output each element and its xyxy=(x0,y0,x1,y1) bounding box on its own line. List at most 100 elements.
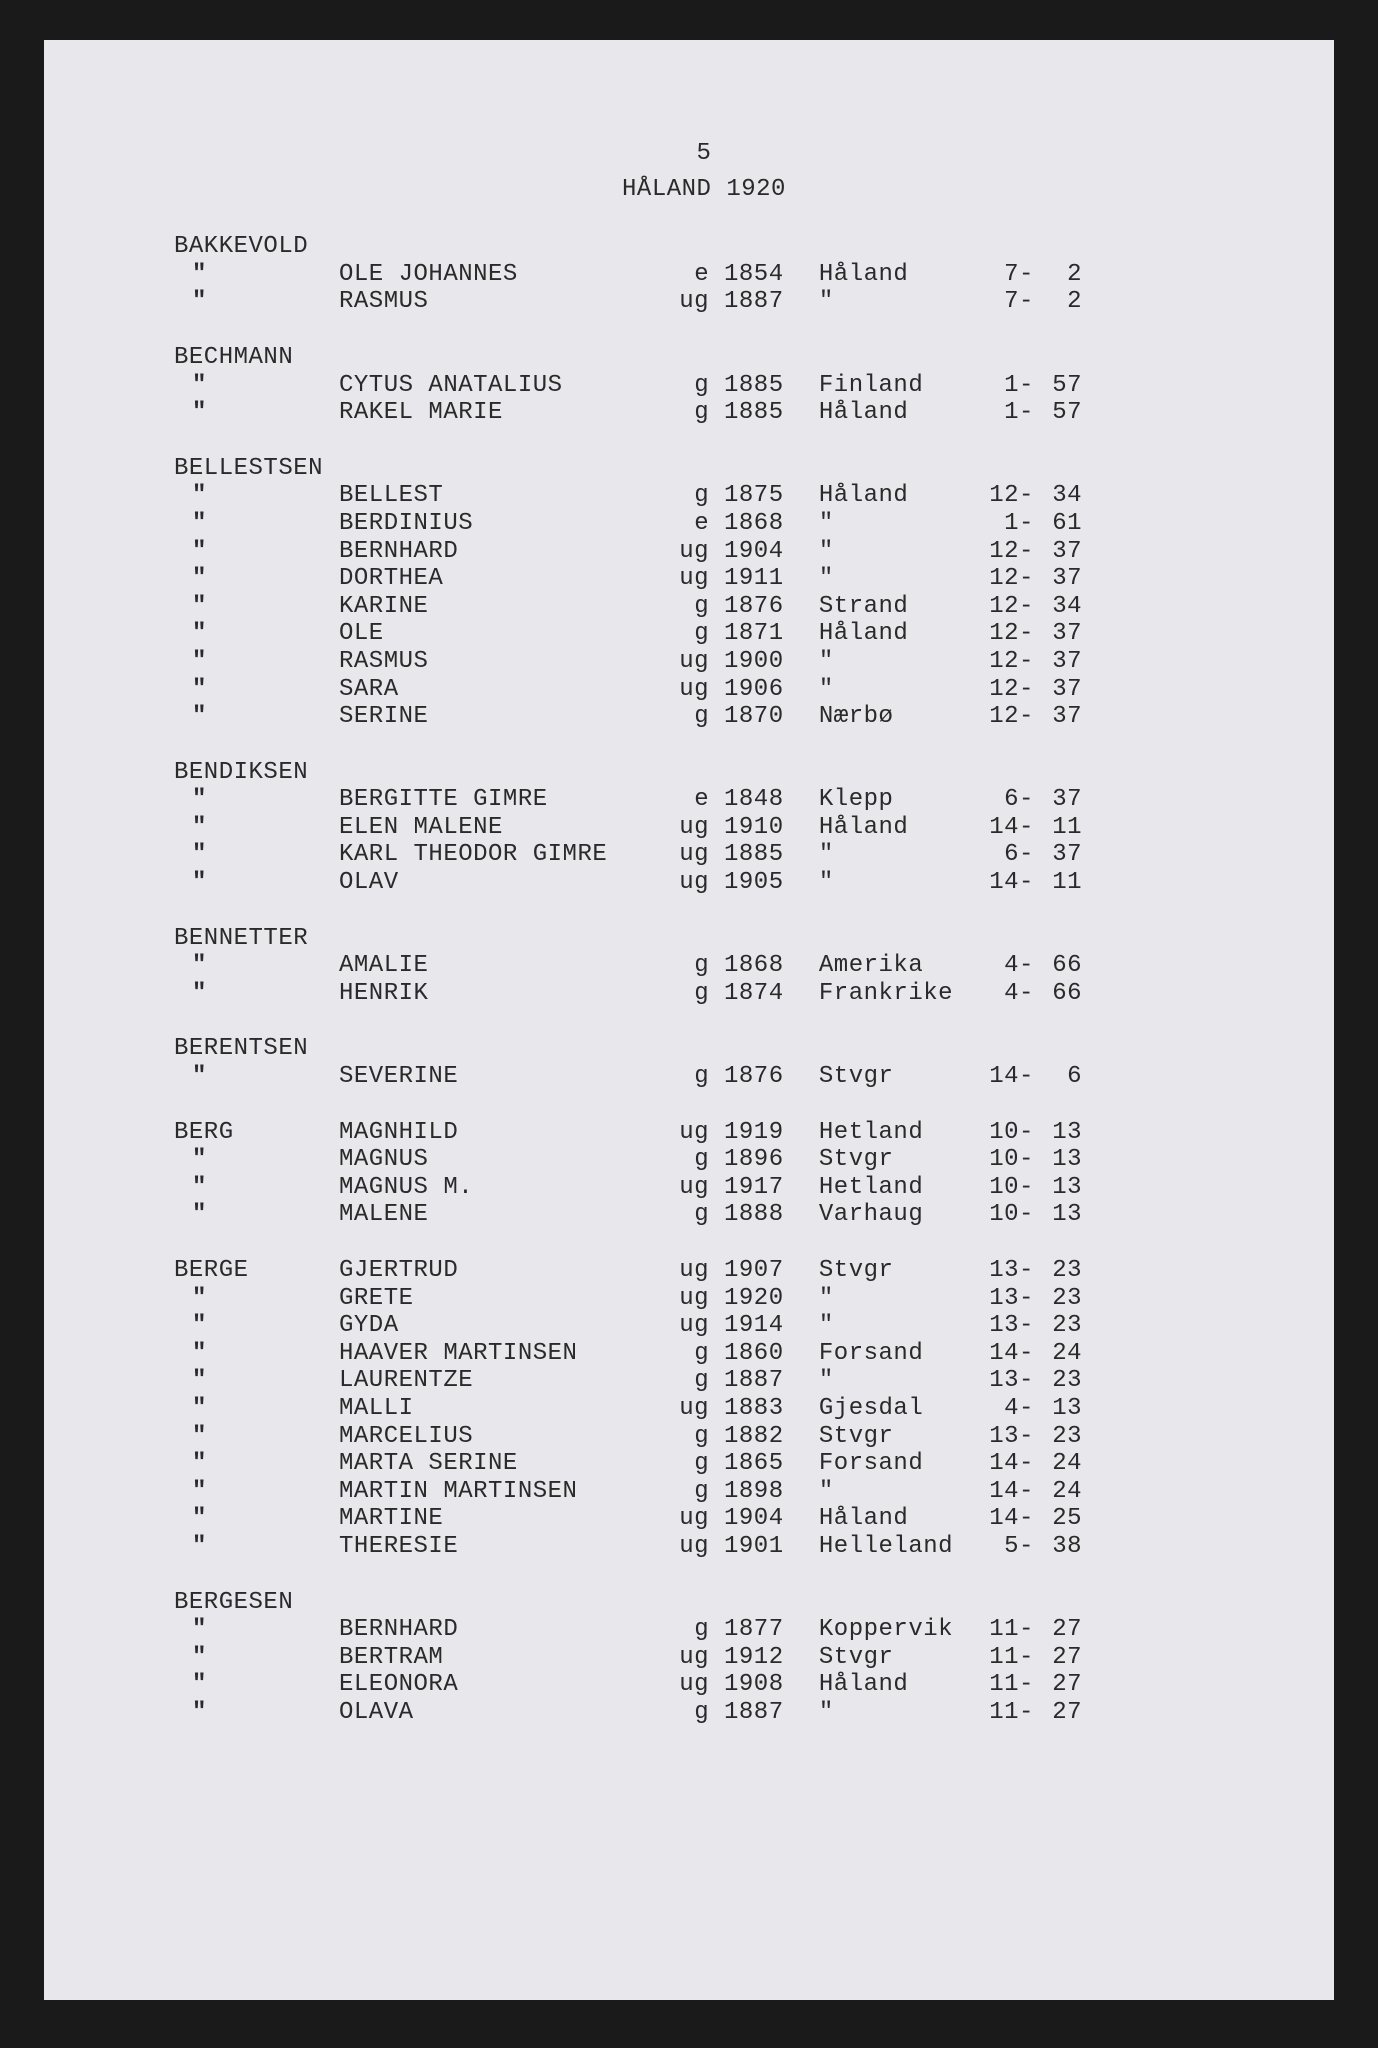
ref-col-2: 37 xyxy=(1037,676,1082,704)
ref-dash: - xyxy=(1019,1201,1037,1229)
birth-year: 1896 xyxy=(724,1146,804,1174)
entry-row: "OLEg 1871 Håland12-37 xyxy=(174,620,1234,648)
ref-dash: - xyxy=(1019,703,1037,731)
birth-year: 1868 xyxy=(724,510,804,538)
marital-status: ug xyxy=(674,1257,724,1285)
birthplace: " xyxy=(804,1312,964,1340)
surname: BENNETTER xyxy=(174,925,339,953)
ref-col-2: 2 xyxy=(1037,261,1082,289)
ditto-mark: " xyxy=(174,1699,339,1727)
ditto-mark: " xyxy=(174,648,339,676)
entry-row: "MAGNUSg 1896 Stvgr10-13 xyxy=(174,1146,1234,1174)
birthplace: Håland xyxy=(804,399,964,427)
given-name: KARL THEODOR GIMRE xyxy=(339,841,674,869)
entry-row: BERGESEN xyxy=(174,1589,1234,1617)
ref-dash: - xyxy=(1019,482,1037,510)
ditto-mark: " xyxy=(174,1285,339,1313)
birthplace: Klepp xyxy=(804,786,964,814)
ref-dash: - xyxy=(1019,593,1037,621)
marital-status: e xyxy=(674,510,724,538)
ref-dash: - xyxy=(1019,786,1037,814)
birth-year: 1885 xyxy=(724,399,804,427)
entry-row: "AMALIEg 1868 Amerika4-66 xyxy=(174,952,1234,980)
given-name: KARINE xyxy=(339,593,674,621)
ditto-mark: " xyxy=(174,288,339,316)
ref-col-1: 6 xyxy=(964,786,1019,814)
entry-row: "HENRIKg 1874 Frankrike4-66 xyxy=(174,980,1234,1008)
birth-year: 1911 xyxy=(724,565,804,593)
ref-col-2: 2 xyxy=(1037,288,1082,316)
given-name: MARTA SERINE xyxy=(339,1450,674,1478)
marital-status: g xyxy=(674,1616,724,1644)
birth-year: 1907 xyxy=(724,1257,804,1285)
ref-col-1: 12 xyxy=(964,648,1019,676)
given-name: OLE JOHANNES xyxy=(339,261,674,289)
birth-year: 1877 xyxy=(724,1616,804,1644)
ref-dash: - xyxy=(1019,1063,1037,1091)
entry-row: "SARAug 1906 "12-37 xyxy=(174,676,1234,704)
birth-year: 1906 xyxy=(724,676,804,704)
marital-status: ug xyxy=(674,1505,724,1533)
entry-row: "LAURENTZEg 1887 "13-23 xyxy=(174,1367,1234,1395)
given-name xyxy=(339,1589,674,1617)
given-name: BERDINIUS xyxy=(339,510,674,538)
birthplace: " xyxy=(804,841,964,869)
birthplace: " xyxy=(804,1478,964,1506)
given-name: MAGNHILD xyxy=(339,1119,674,1147)
ref-col-1: 12 xyxy=(964,676,1019,704)
ref-dash: - xyxy=(1019,1285,1037,1313)
ditto-mark: " xyxy=(174,261,339,289)
ref-dash: - xyxy=(1019,1119,1037,1147)
marital-status: g xyxy=(674,703,724,731)
marital-status: g xyxy=(674,1478,724,1506)
ref-col-2: 66 xyxy=(1037,952,1082,980)
ref-dash: - xyxy=(1019,1616,1037,1644)
entry-row: "SEVERINEg 1876 Stvgr14-6 xyxy=(174,1063,1234,1091)
entry-row: BENDIKSEN xyxy=(174,759,1234,787)
ref-dash: - xyxy=(1019,1174,1037,1202)
ref-dash: - xyxy=(1019,648,1037,676)
entry-row: "OLE JOHANNESe 1854 Håland7-2 xyxy=(174,261,1234,289)
ref-col-1: 7 xyxy=(964,288,1019,316)
ref-col-1: 14 xyxy=(964,814,1019,842)
marital-status: g xyxy=(674,399,724,427)
ref-col-1: 12 xyxy=(964,593,1019,621)
entry-row: "GRETEug 1920 "13-23 xyxy=(174,1285,1234,1313)
ref-dash: - xyxy=(1019,1395,1037,1423)
given-name xyxy=(339,759,674,787)
given-name xyxy=(339,925,674,953)
ref-col-2: 6 xyxy=(1037,1063,1082,1091)
ref-col-2: 61 xyxy=(1037,510,1082,538)
birth-year: 1887 xyxy=(724,1699,804,1727)
ref-dash: - xyxy=(1019,1671,1037,1699)
given-name: BERGITTE GIMRE xyxy=(339,786,674,814)
entry-row: "MARTINEug 1904 Håland14-25 xyxy=(174,1505,1234,1533)
birth-year: 1870 xyxy=(724,703,804,731)
ref-col-1: 1 xyxy=(964,510,1019,538)
given-name: HAAVER MARTINSEN xyxy=(339,1340,674,1368)
birthplace: Håland xyxy=(804,261,964,289)
marital-status: g xyxy=(674,980,724,1008)
given-name: MARCELIUS xyxy=(339,1423,674,1451)
ref-col-2: 27 xyxy=(1037,1699,1082,1727)
birthplace: Hetland xyxy=(804,1174,964,1202)
marital-status: g xyxy=(674,482,724,510)
ref-col-2: 37 xyxy=(1037,565,1082,593)
ref-col-1: 13 xyxy=(964,1285,1019,1313)
ditto-mark: " xyxy=(174,1505,339,1533)
ref-dash: - xyxy=(1019,261,1037,289)
ref-dash: - xyxy=(1019,814,1037,842)
birthplace: " xyxy=(804,1367,964,1395)
ditto-mark: " xyxy=(174,1533,339,1561)
given-name: SEVERINE xyxy=(339,1063,674,1091)
ditto-mark: " xyxy=(174,980,339,1008)
ditto-mark: " xyxy=(174,1201,339,1229)
given-name: BELLEST xyxy=(339,482,674,510)
marital-status: g xyxy=(674,1699,724,1727)
given-name: BERTRAM xyxy=(339,1644,674,1672)
birthplace: " xyxy=(804,676,964,704)
birthplace: Håland xyxy=(804,814,964,842)
marital-status: g xyxy=(674,1340,724,1368)
family-block: BERGESEN"BERNHARDg 1877 Koppervik11-27"B… xyxy=(174,1589,1234,1727)
given-name xyxy=(339,455,674,483)
